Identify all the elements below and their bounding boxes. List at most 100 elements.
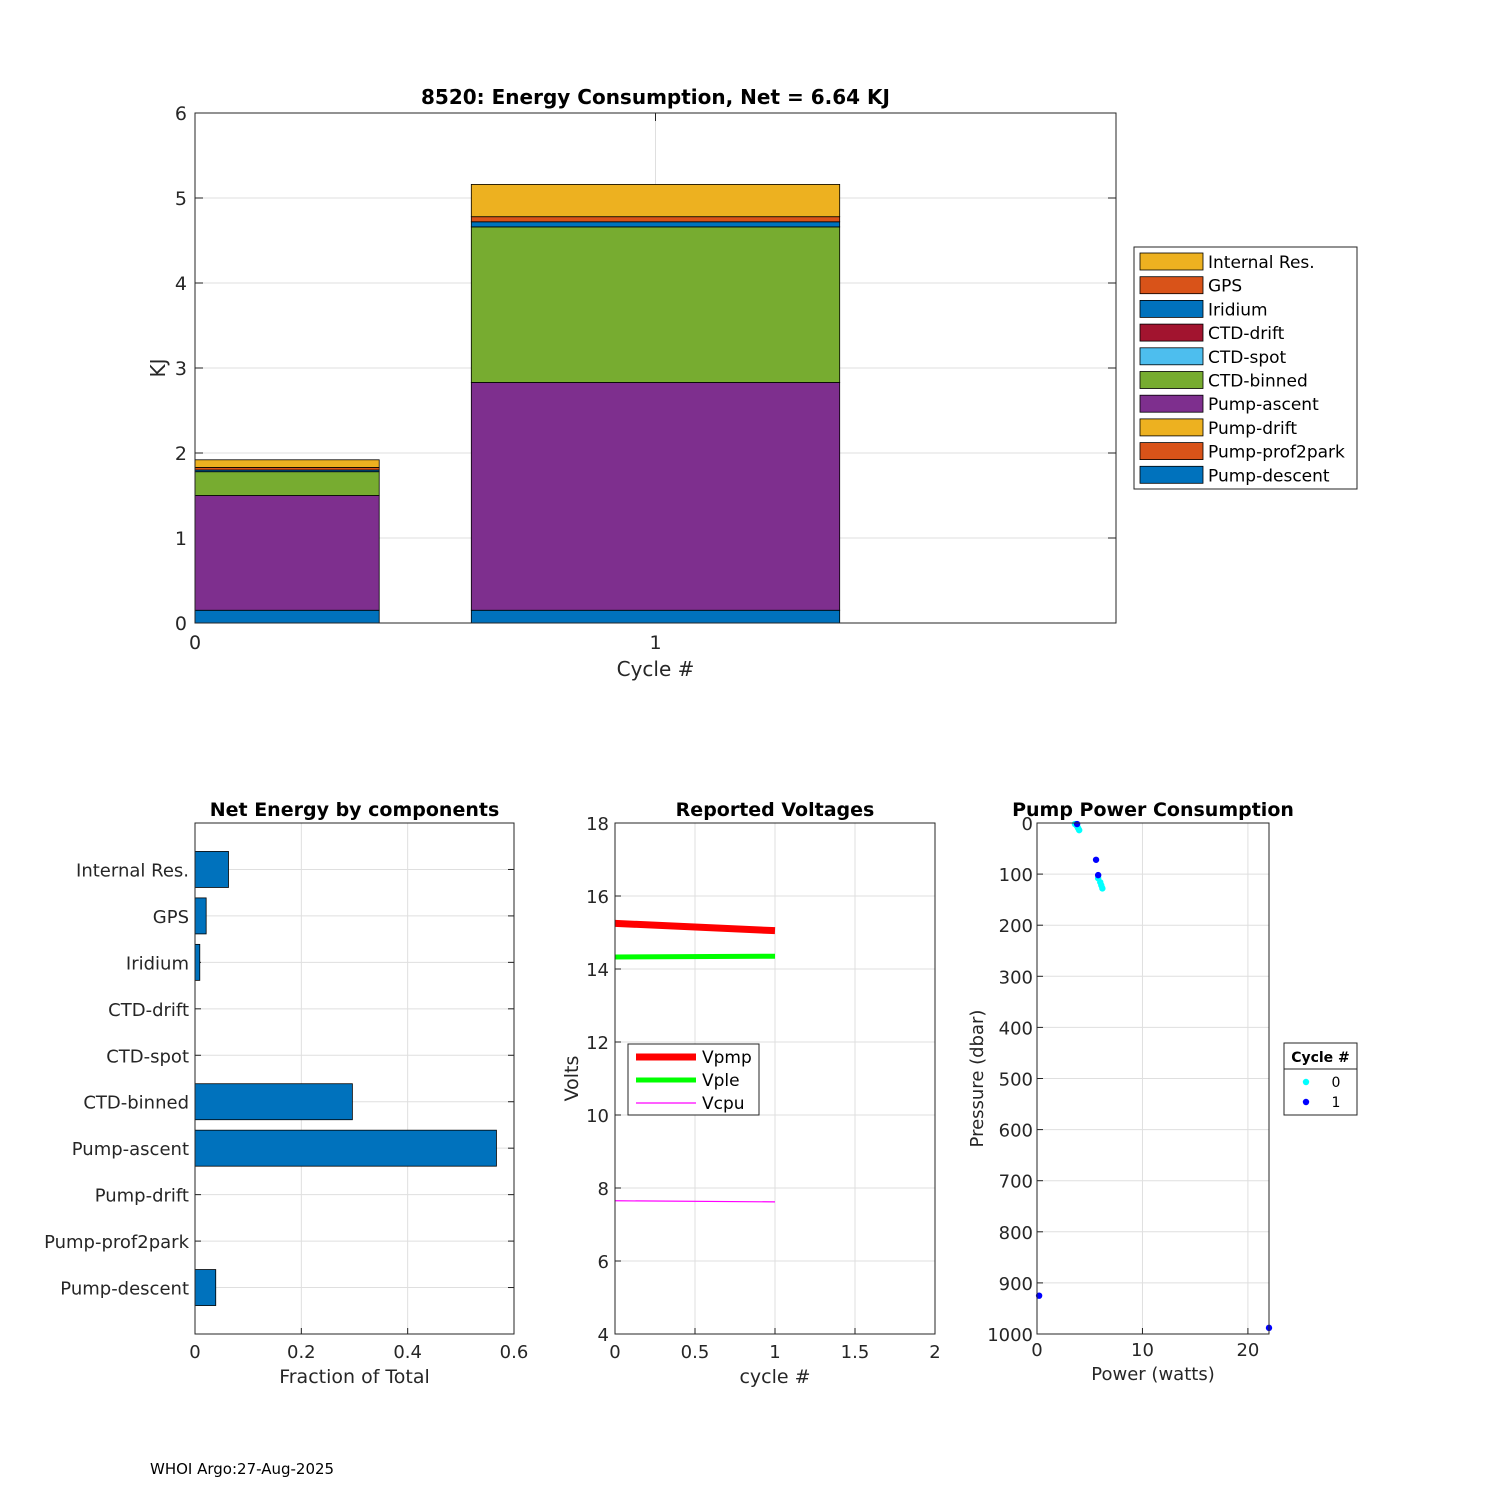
voltage-legend: Vpmp Vple Vcpu bbox=[627, 1043, 760, 1116]
fraction-category-label: Internal Res. bbox=[76, 860, 189, 881]
pump-point-cycle-1 bbox=[1073, 820, 1081, 828]
fraction-bar bbox=[194, 943, 201, 981]
fraction-chart: 0 0.2 0.4 0.6 Internal Res. GPS Iridium CTD-dri… bbox=[44, 799, 528, 1388]
voltage-xtick-label: 1 bbox=[769, 1342, 780, 1363]
energy-bar-segment bbox=[470, 183, 841, 218]
pump-ytick-label: 700 bbox=[999, 1172, 1033, 1193]
energy-legend-swatch bbox=[1139, 394, 1204, 413]
energy-legend-label: Pump-drift bbox=[1208, 419, 1297, 439]
energy-bar-segment bbox=[470, 609, 841, 624]
energy-legend-swatch bbox=[1139, 276, 1204, 295]
energy-legend-swatch bbox=[1139, 347, 1204, 366]
fraction-bar bbox=[194, 1269, 217, 1306]
voltage-legend-label: Vpmp bbox=[702, 1048, 752, 1068]
voltage-line-vcpu bbox=[614, 1200, 776, 1203]
pump-legend: Cycle # 0 1 bbox=[1283, 1042, 1358, 1116]
fraction-xlabel: Fraction of Total bbox=[279, 1366, 430, 1388]
energy-legend-swatch bbox=[1139, 442, 1204, 461]
fraction-bar bbox=[194, 1129, 497, 1167]
fraction-xtick-label: 0.2 bbox=[287, 1342, 316, 1363]
pump-ytick-label: 800 bbox=[999, 1223, 1033, 1244]
energy-legend-label: CTD-drift bbox=[1208, 324, 1285, 344]
pump-legend-box bbox=[1283, 1042, 1358, 1116]
pump-ylabel: Pressure (dbar) bbox=[967, 1010, 988, 1148]
energy-legend-swatch bbox=[1139, 323, 1204, 342]
voltage-chart: 4 6 8 10 12 14 16 18 0 0.5 1 1.5 2 Reported Voltages c… bbox=[561, 799, 941, 1388]
voltage-xtick-label: 2 bbox=[929, 1342, 940, 1363]
voltage-ytick-label: 10 bbox=[586, 1106, 609, 1127]
fraction-xtick-label: 0.6 bbox=[500, 1342, 529, 1363]
fraction-title: Net Energy by components bbox=[210, 799, 500, 821]
energy-legend-label: CTD-spot bbox=[1208, 348, 1287, 368]
voltage-ytick-label: 18 bbox=[586, 814, 609, 835]
energy-xtick-label: 0 bbox=[189, 632, 201, 654]
voltage-axes-box bbox=[614, 822, 936, 1335]
fraction-bar bbox=[194, 851, 229, 888]
fraction-category-label: GPS bbox=[153, 907, 189, 928]
energy-ytick-label: 1 bbox=[175, 528, 187, 550]
pump-legend-label: 0 bbox=[1332, 1075, 1341, 1091]
energy-legend-label: Pump-ascent bbox=[1208, 395, 1319, 415]
energy-bar-segment bbox=[470, 216, 841, 223]
pump-ytick-label: 600 bbox=[999, 1121, 1033, 1142]
fraction-category-label: CTD-drift bbox=[108, 1000, 189, 1021]
pump-ytick-label: 0 bbox=[1022, 814, 1033, 835]
energy-legend-label: GPS bbox=[1208, 277, 1242, 297]
pump-legend-label: 1 bbox=[1332, 1095, 1341, 1111]
energy-legend-swatch bbox=[1139, 418, 1204, 437]
pump-ytick-label: 300 bbox=[999, 967, 1033, 988]
voltage-ytick-label: 16 bbox=[586, 887, 609, 908]
pump-axes-box bbox=[1036, 822, 1270, 1335]
voltage-line-vpmp bbox=[614, 919, 776, 935]
voltage-ytick-label: 8 bbox=[598, 1179, 609, 1200]
energy-xtick-label: 1 bbox=[649, 632, 661, 654]
energy-bar-segment bbox=[194, 459, 380, 468]
energy-legend-label: Internal Res. bbox=[1208, 253, 1315, 273]
voltage-line-vple bbox=[614, 953, 776, 960]
pump-point-cycle-1 bbox=[1092, 856, 1100, 863]
energy-bar-segment bbox=[194, 495, 380, 611]
pump-xtick-label: 0 bbox=[1031, 1340, 1042, 1361]
energy-legend-swatch bbox=[1139, 371, 1204, 389]
energy-legend-swatch bbox=[1139, 299, 1204, 318]
energy-axes-box bbox=[194, 112, 1117, 624]
energy-legend-swatch bbox=[1139, 465, 1204, 484]
energy-legend-label: Pump-descent bbox=[1208, 466, 1330, 486]
energy-legend-label: Iridium bbox=[1208, 300, 1268, 320]
pump-xlabel: Power (watts) bbox=[1091, 1364, 1214, 1385]
energy-legend: Internal Res. GPS Iridium CTD-drift CTD-spot… bbox=[1133, 246, 1358, 490]
footer-stamp: WHOI Argo:27-Aug-2025 bbox=[150, 1460, 335, 1478]
pump-ytick-label: 1000 bbox=[987, 1325, 1033, 1346]
pump-ytick-label: 100 bbox=[999, 865, 1033, 886]
pump-ytick-label: 900 bbox=[999, 1274, 1033, 1295]
pump-ytick-label: 500 bbox=[999, 1070, 1033, 1091]
voltage-xlabel: cycle # bbox=[739, 1366, 810, 1388]
energy-ylabel: KJ bbox=[146, 358, 170, 377]
energy-bar-segment bbox=[470, 382, 841, 611]
voltage-ytick-label: 4 bbox=[598, 1325, 609, 1346]
fraction-plot-area bbox=[195, 823, 514, 1334]
pump-point-cycle-0 bbox=[1099, 885, 1106, 892]
energy-chart: 0 1 2 3 4 5 6 0 1 8520: Energy Consumption, Net =… bbox=[146, 85, 1358, 681]
voltage-legend-label: Vple bbox=[702, 1071, 740, 1091]
voltage-ytick-label: 12 bbox=[586, 1033, 609, 1054]
pump-point-cycle-1 bbox=[1035, 1292, 1043, 1299]
fraction-bar bbox=[194, 897, 207, 935]
pump-legend-marker bbox=[1302, 1078, 1310, 1086]
fraction-axes-box bbox=[194, 822, 515, 1335]
voltage-xtick-label: 0 bbox=[609, 1342, 620, 1363]
energy-ytick-label: 0 bbox=[175, 613, 187, 635]
energy-legend-label: Pump-prof2park bbox=[1208, 443, 1345, 463]
voltage-legend-label: Vcpu bbox=[702, 1094, 745, 1114]
energy-ytick-label: 2 bbox=[175, 443, 187, 465]
pump-xtick-label: 10 bbox=[1131, 1340, 1154, 1361]
energy-ytick-label: 3 bbox=[175, 358, 187, 380]
fraction-xtick-label: 0 bbox=[189, 1342, 200, 1363]
voltage-ylabel: Volts bbox=[561, 1056, 583, 1102]
voltage-ytick-label: 14 bbox=[586, 960, 609, 981]
energy-title: 8520: Energy Consumption, Net = 6.64 KJ bbox=[421, 85, 890, 109]
fraction-category-label: CTD-binned bbox=[83, 1093, 189, 1114]
energy-xlabel: Cycle # bbox=[617, 657, 695, 681]
voltage-xtick-label: 0.5 bbox=[681, 1342, 710, 1363]
